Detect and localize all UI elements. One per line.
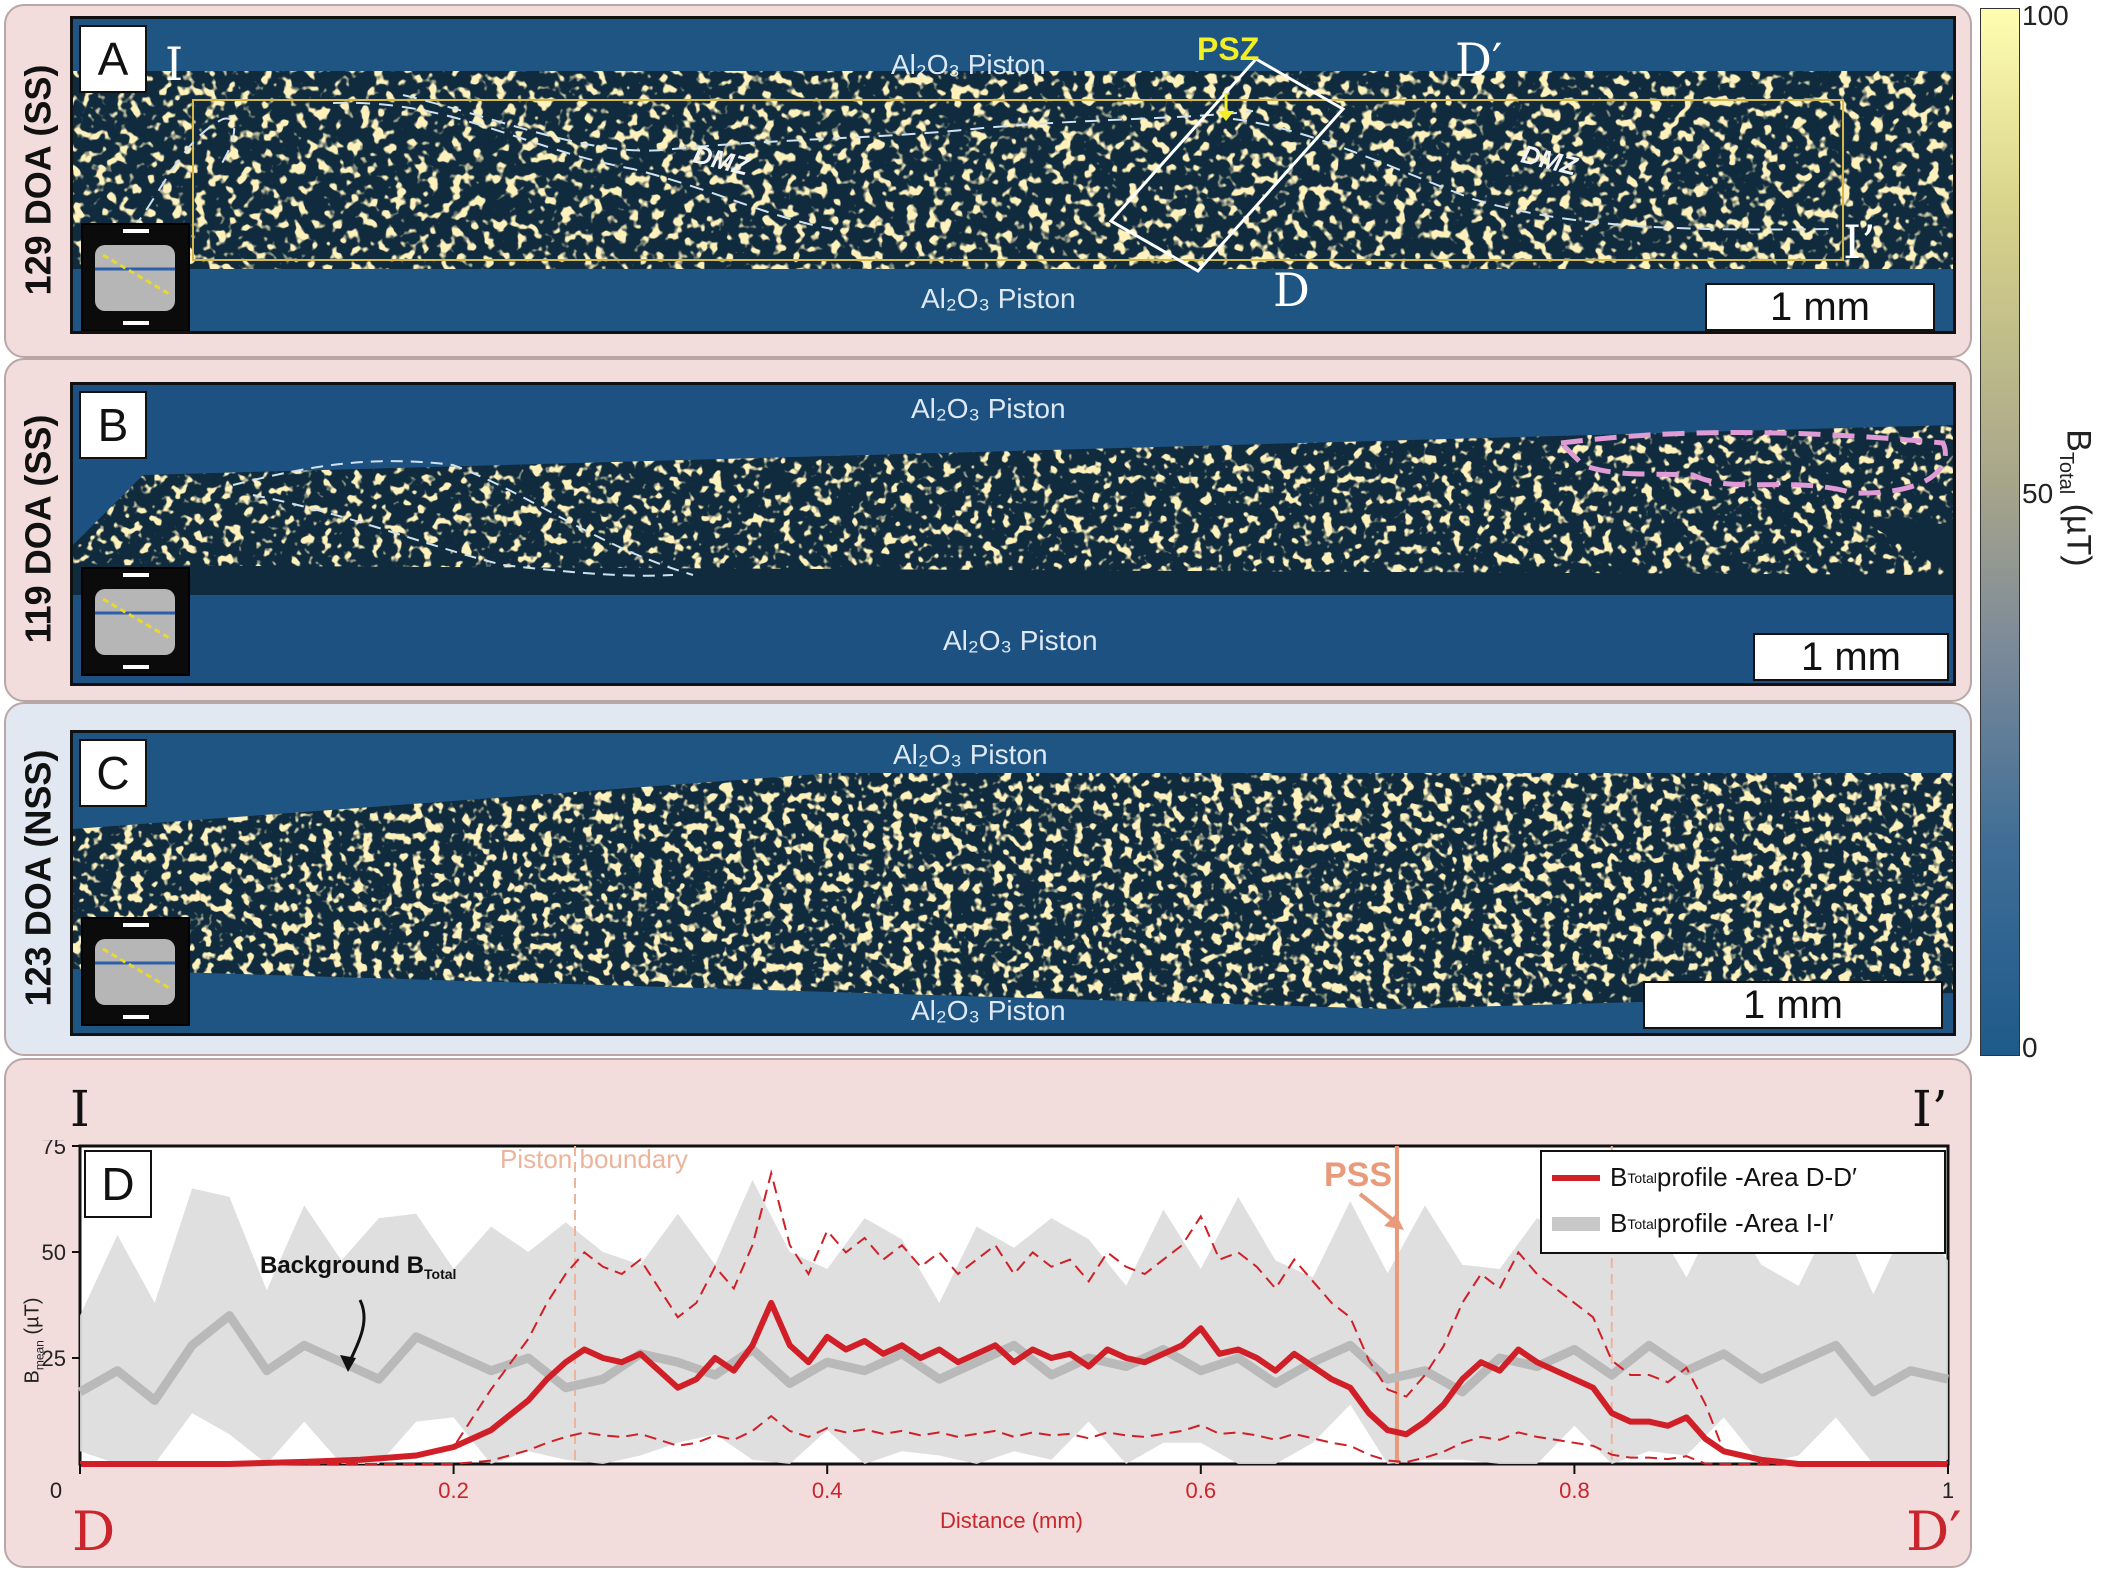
- marker-d-left: D: [72, 1500, 116, 1563]
- colorbar: 100 50 0 BTotal (µT): [1980, 0, 2128, 1063]
- legend-swatch-dd: [1552, 1174, 1600, 1181]
- scale-bar-c: 1 mm: [1643, 981, 1943, 1029]
- background-arrow: [340, 1299, 366, 1372]
- sample-thumbnail-c: [81, 917, 190, 1026]
- scale-bar-a: 1 mm: [1705, 283, 1935, 331]
- ticks-layer: 0 0.2 0.4 0.6 0.8 1 25 50 75: [42, 1134, 1955, 1503]
- grey-band: [80, 1179, 1948, 1464]
- piston-bottom-label-a: Al₂O₃ Piston: [921, 283, 1076, 314]
- x-tick-label: 1: [1942, 1478, 1954, 1503]
- piston-bottom-label-b: Al₂O₃ Piston: [943, 625, 1098, 656]
- marker-i-right: I’: [1912, 1080, 1948, 1138]
- background-label: Background BTotal: [260, 1252, 457, 1282]
- grey-variability-bands: [80, 1179, 1948, 1464]
- x-tick-label: 0.6: [1186, 1478, 1217, 1503]
- scale-bar-b: 1 mm: [1753, 633, 1949, 681]
- map-b: B Al₂O₃ Piston Al₂O₃ Piston 1 mm: [70, 382, 1956, 686]
- legend-entry-dd: B Total profile -Area D-D′: [1552, 1162, 1857, 1193]
- series-layer: [77, 1169, 1949, 1467]
- piston-top-label-a: Al₂O₃ Piston: [891, 49, 1046, 80]
- chart-d: 0 0.2 0.4 0.6 0.8 1 25 50 75 D Piston boundary P…: [0, 1134, 2000, 1570]
- series-lower-envelope-dd: [80, 1414, 1948, 1465]
- marker-i-end: I’: [1843, 215, 1876, 269]
- piston-top-label-c: Al₂O₃ Piston: [893, 739, 1048, 770]
- panel-a-letter: A: [79, 25, 147, 93]
- colorbar-label: BTotal (µT): [2055, 429, 2098, 567]
- psz-label: PSZ: [1197, 31, 1260, 67]
- series-line-ii: [77, 1311, 1949, 1405]
- row-label-a: 129 DOA (SS): [17, 64, 59, 296]
- x-tick-label: 0.4: [812, 1478, 843, 1503]
- y-tick-label: 50: [42, 1240, 66, 1265]
- row-label-b: 119 DOA (SS): [17, 414, 58, 644]
- map-c: C Al₂O₃ Piston Al₂O₃ Piston 1 mm: [70, 730, 1956, 1036]
- y-tick-label: 75: [42, 1140, 66, 1159]
- map-a-image: [73, 19, 1953, 331]
- colorbar-tick-min: 0: [2022, 1032, 2038, 1063]
- marker-d-end: D′: [1455, 33, 1503, 87]
- panel-b-letter: B: [79, 391, 147, 459]
- sample-thumbnail-a: [81, 223, 190, 331]
- map-a: A I I’ D D′ Al₂O₃ Piston Al₂O₃ Piston PS…: [70, 16, 1956, 334]
- legend: B Total profile -Area D-D′ B Total profile…: [1540, 1150, 1946, 1254]
- x-tick-label: 0.2: [438, 1478, 469, 1503]
- map-b-image: [73, 385, 1953, 683]
- panel-d-letter: D: [84, 1150, 152, 1218]
- series-line-dd: [80, 1299, 1948, 1467]
- map-c-image: [73, 733, 1953, 1033]
- pss-arrow: [1358, 1192, 1404, 1230]
- y-axis-label: Bmean (µT): [21, 1297, 47, 1383]
- marker-i-start: I: [165, 37, 184, 91]
- row-label-c: 123 DOA (NSS): [17, 749, 59, 1007]
- legend-swatch-ii: [1552, 1216, 1600, 1231]
- pss-label: PSS: [1324, 1156, 1393, 1194]
- sample-thumbnail-b: [81, 567, 190, 676]
- legend-entry-ii: B Total profile -Area I-I′: [1552, 1208, 1834, 1239]
- y-tick-label: 25: [42, 1346, 66, 1371]
- marker-d-start: D: [1273, 263, 1310, 317]
- colorbar-tick-max: 100: [2022, 0, 2069, 31]
- piston-top-label-b: Al₂O₃ Piston: [911, 393, 1066, 424]
- piston-boundary-label: Piston boundary: [500, 1144, 688, 1174]
- marker-d-right: D′: [1906, 1500, 1962, 1563]
- panel-c-letter: C: [79, 739, 147, 807]
- x-tick-label: 0: [50, 1478, 62, 1503]
- colorbar-tick-mid: 50: [2022, 478, 2054, 509]
- series-upper-envelope-dd: [80, 1169, 1948, 1465]
- x-axis-label: Distance (mm): [940, 1508, 1084, 1533]
- x-tick-label: 0.8: [1559, 1478, 1590, 1503]
- colorbar-gradient: [1980, 8, 2020, 1056]
- marker-i-left: I: [70, 1080, 90, 1138]
- piston-bottom-label-c: Al₂O₃ Piston: [911, 995, 1066, 1026]
